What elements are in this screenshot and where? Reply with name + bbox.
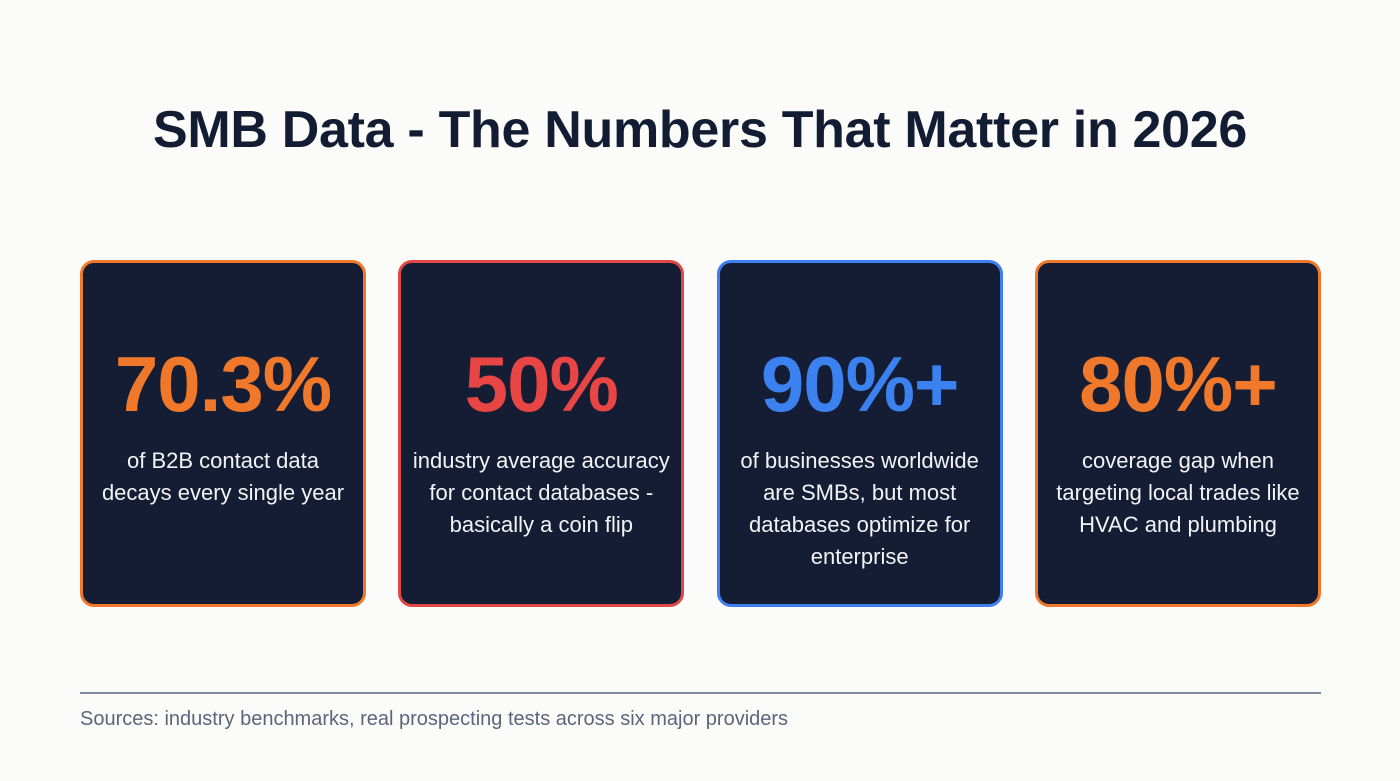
stat-description: coverage gap when targeting local trades… — [1056, 448, 1300, 537]
stat-value: 90%+ — [760, 340, 960, 428]
stat-value: 80%+ — [1079, 340, 1278, 428]
stat-card-accuracy: 50% industry average accuracy for contac… — [398, 260, 685, 607]
stat-value: 70.3% — [114, 340, 332, 428]
stat-value: 50% — [464, 340, 619, 428]
sources-note: Sources: industry benchmarks, real prosp… — [80, 708, 789, 730]
stat-description: industry average accuracy for contact da… — [412, 448, 670, 537]
footer-divider — [80, 692, 1321, 694]
stat-description: of B2B contact data decays every single … — [101, 448, 345, 505]
stat-card-data-decay: 70.3% of B2B contact data decays every s… — [80, 260, 366, 607]
stat-description: of businesses worldwide are SMBs, but mo… — [740, 448, 979, 569]
page-title: SMB Data - The Numbers That Matter in 20… — [152, 101, 1248, 159]
stat-card-coverage-gap: 80%+ coverage gap when targeting local t… — [1034, 260, 1321, 607]
stat-card-smb-share: 90%+ of businesses worldwide are SMBs, b… — [716, 260, 1003, 607]
stat-cards-row: 70.3% of B2B contact data decays every s… — [80, 260, 1321, 607]
